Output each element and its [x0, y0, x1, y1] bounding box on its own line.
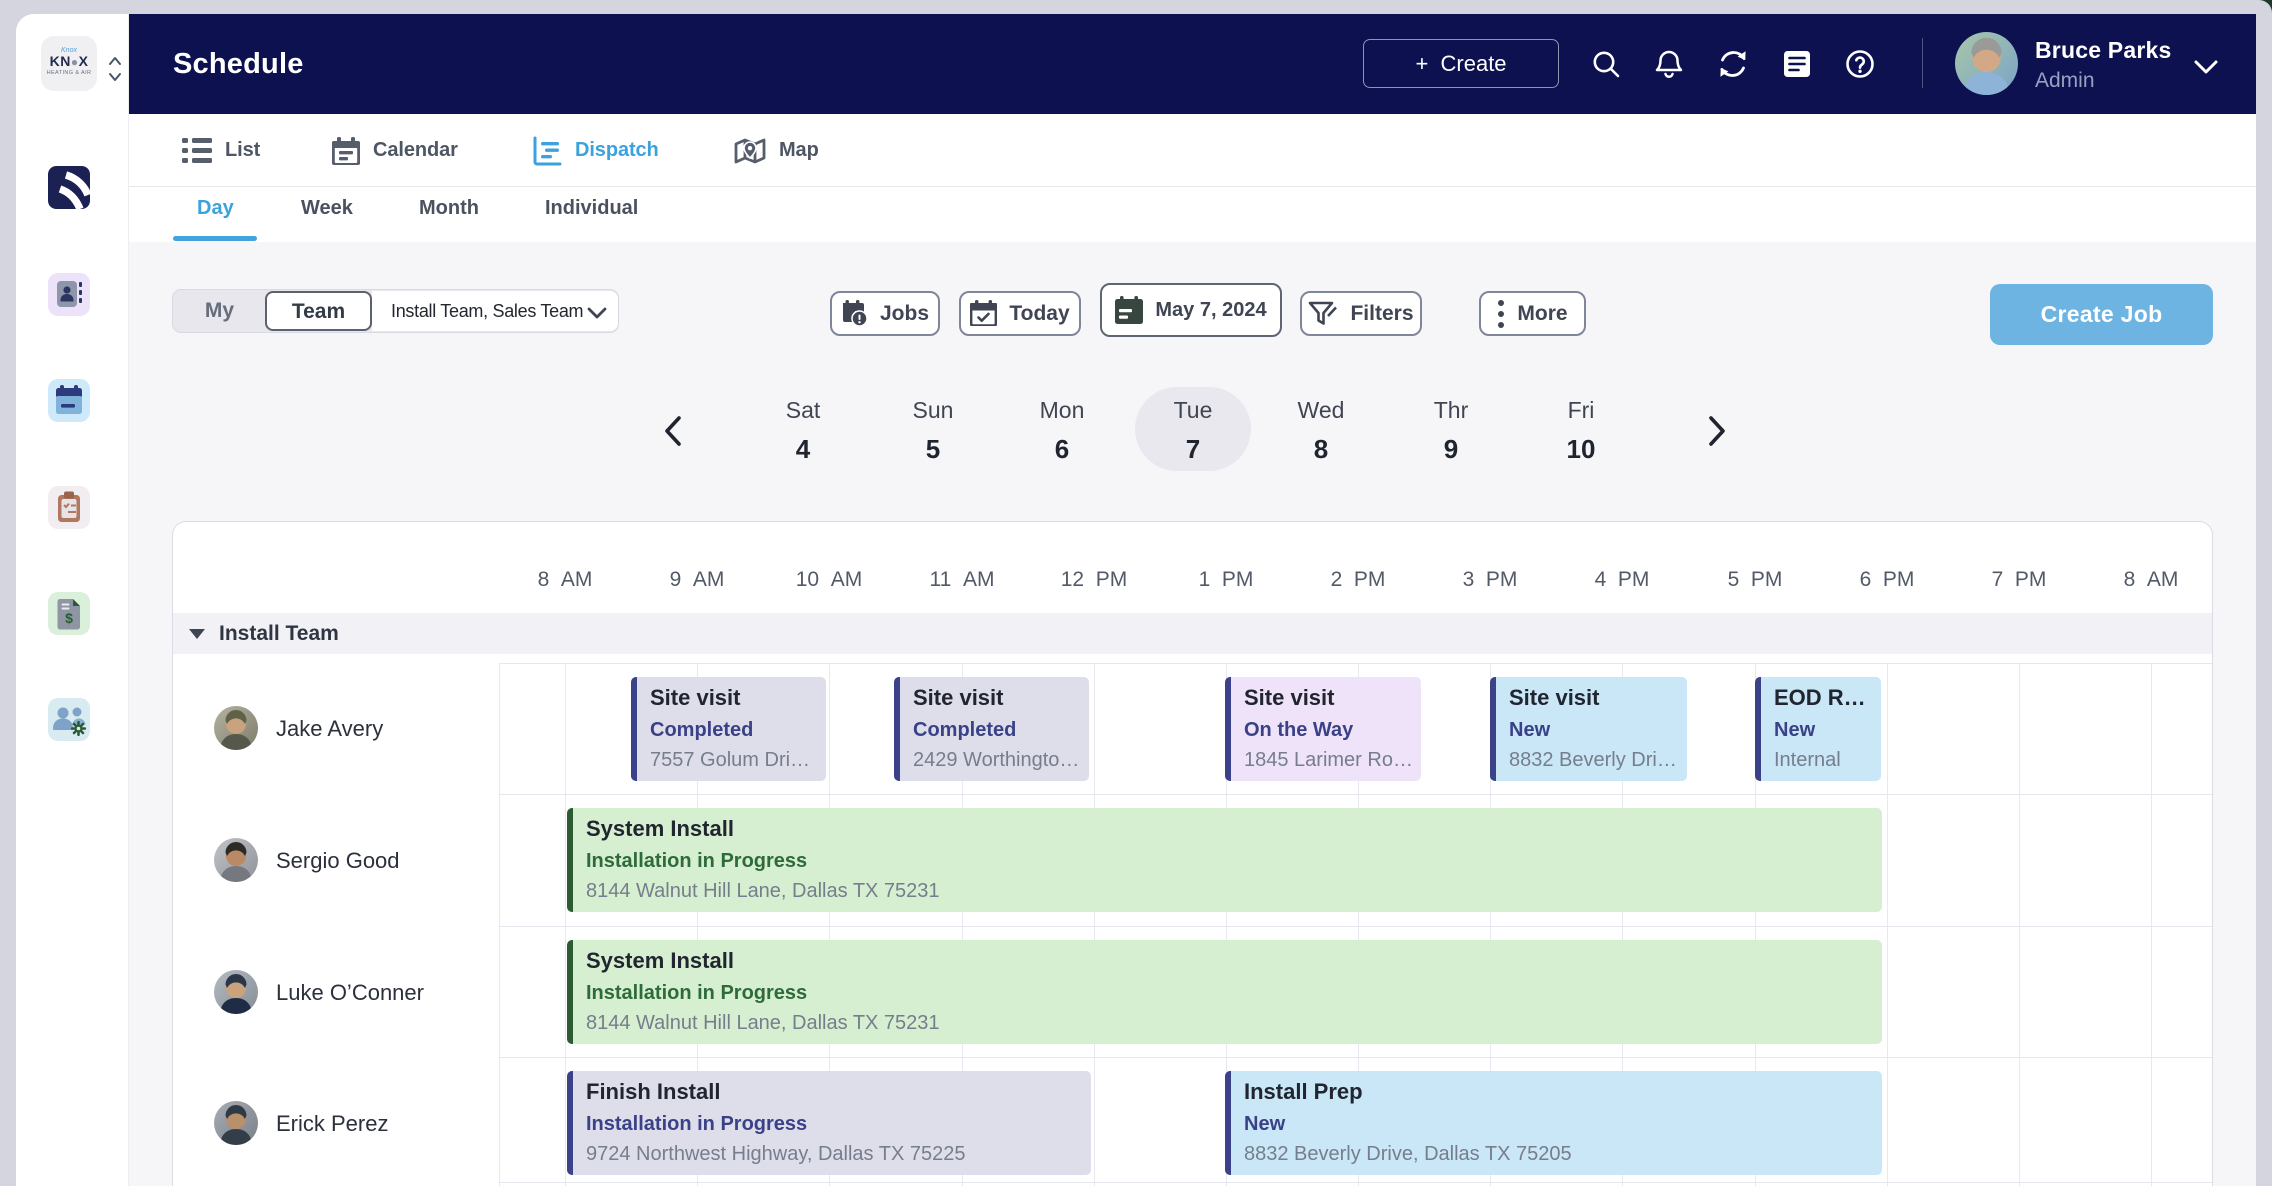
svg-text:$: $	[65, 610, 73, 626]
